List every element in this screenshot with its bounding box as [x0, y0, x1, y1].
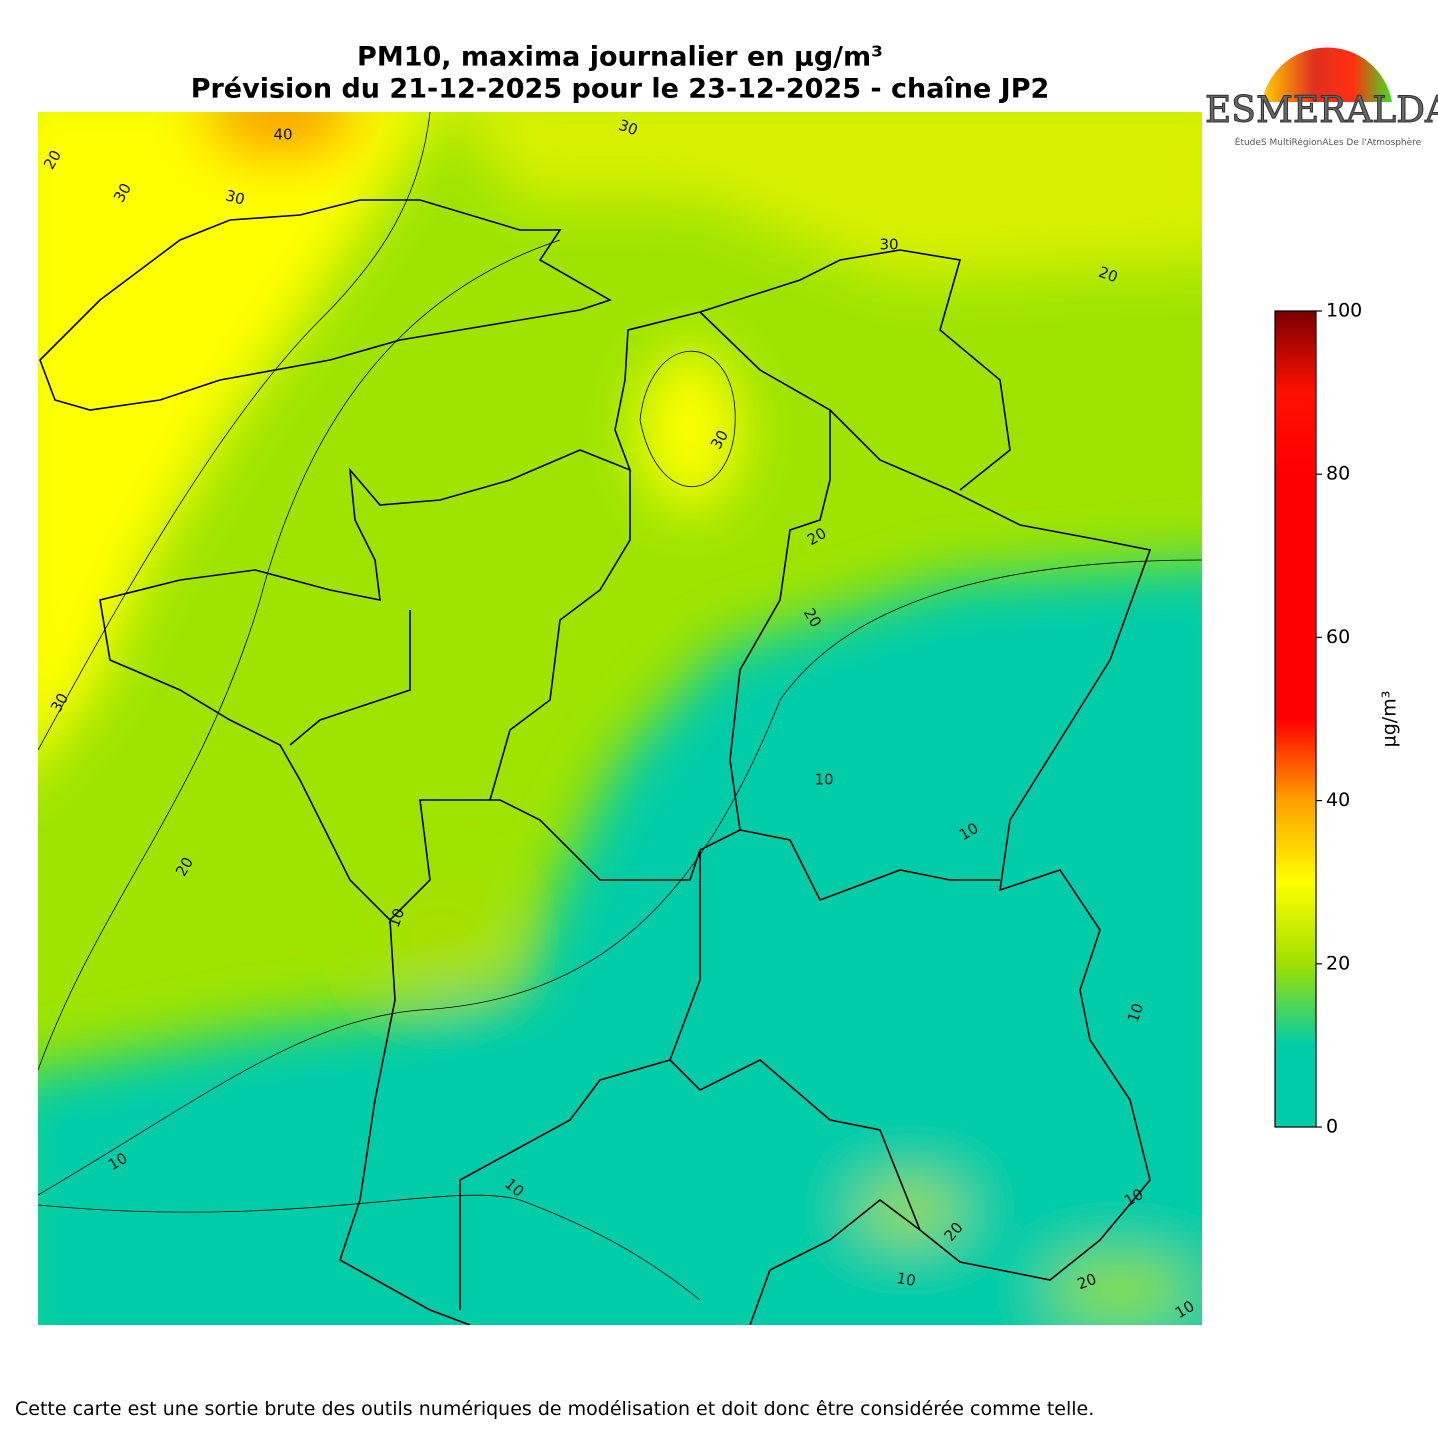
title: PM10, maxima journalier en µg/m³	[357, 42, 883, 73]
colorbar-tick-label: 80	[1326, 463, 1350, 485]
colorbar-tick-label: 20	[1326, 952, 1350, 974]
coastlines-borders	[39, 199, 1152, 1325]
contour-label: 30	[224, 186, 247, 208]
contour-label: 20	[1075, 1270, 1099, 1293]
contour-label: 10	[814, 771, 833, 789]
contour-lines	[38, 112, 1202, 1301]
contour-label: 10	[895, 1269, 917, 1290]
logo: ESMERALDA ÉtudeS MultiRégionALes De l'At…	[1205, 47, 1438, 148]
colorbar-tick-label: 0	[1326, 1116, 1338, 1138]
subtitle: Prévision du 21-12-2025 pour le 23-12-20…	[191, 74, 1050, 105]
colorbar	[1274, 310, 1317, 1128]
contour-label: 10	[385, 906, 408, 930]
colorbar-tick-label: 60	[1326, 626, 1350, 648]
colorbar-tick-label: 40	[1326, 789, 1350, 811]
logo-name: ESMERALDA	[1205, 90, 1438, 131]
colorbar-tick-label: 100	[1326, 300, 1362, 322]
disclaimer: Cette carte est une sortie brute des out…	[15, 1398, 1095, 1420]
contour-label: 10	[1124, 1001, 1147, 1025]
contour-label: 30	[616, 116, 640, 139]
contour-label: 40	[273, 126, 292, 144]
contour-label: 30	[879, 236, 898, 254]
contour-label: 20	[1096, 263, 1120, 286]
colorbar-label: µg/m³	[1379, 691, 1401, 748]
map	[38, 112, 1202, 1325]
logo-tagline: ÉtudeS MultiRégionALes De l'Atmosphère	[1235, 136, 1422, 148]
